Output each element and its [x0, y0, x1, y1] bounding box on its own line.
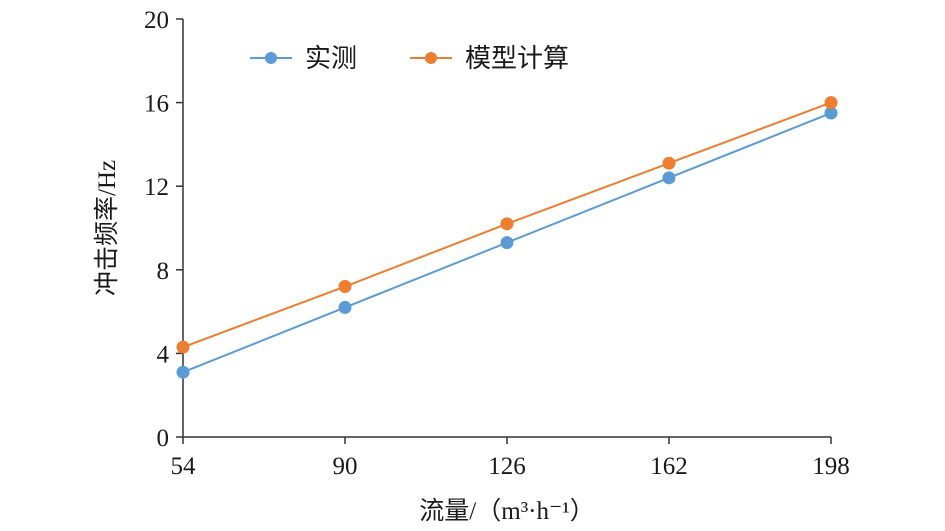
- series-layer: [176, 96, 838, 379]
- y-tick-label: 4: [157, 341, 170, 368]
- x-tick-label: 162: [650, 453, 688, 480]
- x-tick-label: 90: [333, 453, 358, 480]
- legend-label-measured: 实测: [305, 44, 357, 73]
- legend-item-measured: 实测: [250, 44, 357, 73]
- data-point: [824, 106, 838, 120]
- legend-label-model: 模型计算: [465, 44, 569, 73]
- data-point: [824, 96, 838, 110]
- legend-item-model: 模型计算: [410, 44, 569, 73]
- y-tick-label: 20: [144, 7, 169, 34]
- y-tick-label: 16: [144, 91, 169, 118]
- x-axis-title: 流量/（m³·h⁻¹）: [419, 497, 594, 525]
- data-point: [500, 236, 514, 250]
- y-tick-label: 12: [144, 174, 169, 201]
- legend-marker-measured: [265, 52, 277, 64]
- data-point: [338, 280, 352, 294]
- y-tick-label: 0: [157, 425, 170, 452]
- x-tick-label: 54: [171, 453, 197, 480]
- data-point: [500, 217, 514, 231]
- y-axis-title: 冲击频率/Hz: [93, 160, 121, 296]
- series-1: [176, 106, 838, 379]
- x-ticks: 54 90 126 162 198: [171, 437, 850, 480]
- data-point: [176, 340, 190, 354]
- data-point: [176, 365, 190, 379]
- data-point: [338, 300, 352, 314]
- data-point: [662, 156, 676, 170]
- data-point: [662, 171, 676, 185]
- x-tick-label: 126: [488, 453, 526, 480]
- series-2: [176, 96, 838, 354]
- legend-marker-model: [425, 52, 437, 64]
- legend: 实测 模型计算: [250, 44, 569, 73]
- y-tick-label: 8: [157, 258, 170, 285]
- x-tick-label: 198: [812, 453, 850, 480]
- y-ticks: 0 4 8 12 16 20: [144, 7, 183, 452]
